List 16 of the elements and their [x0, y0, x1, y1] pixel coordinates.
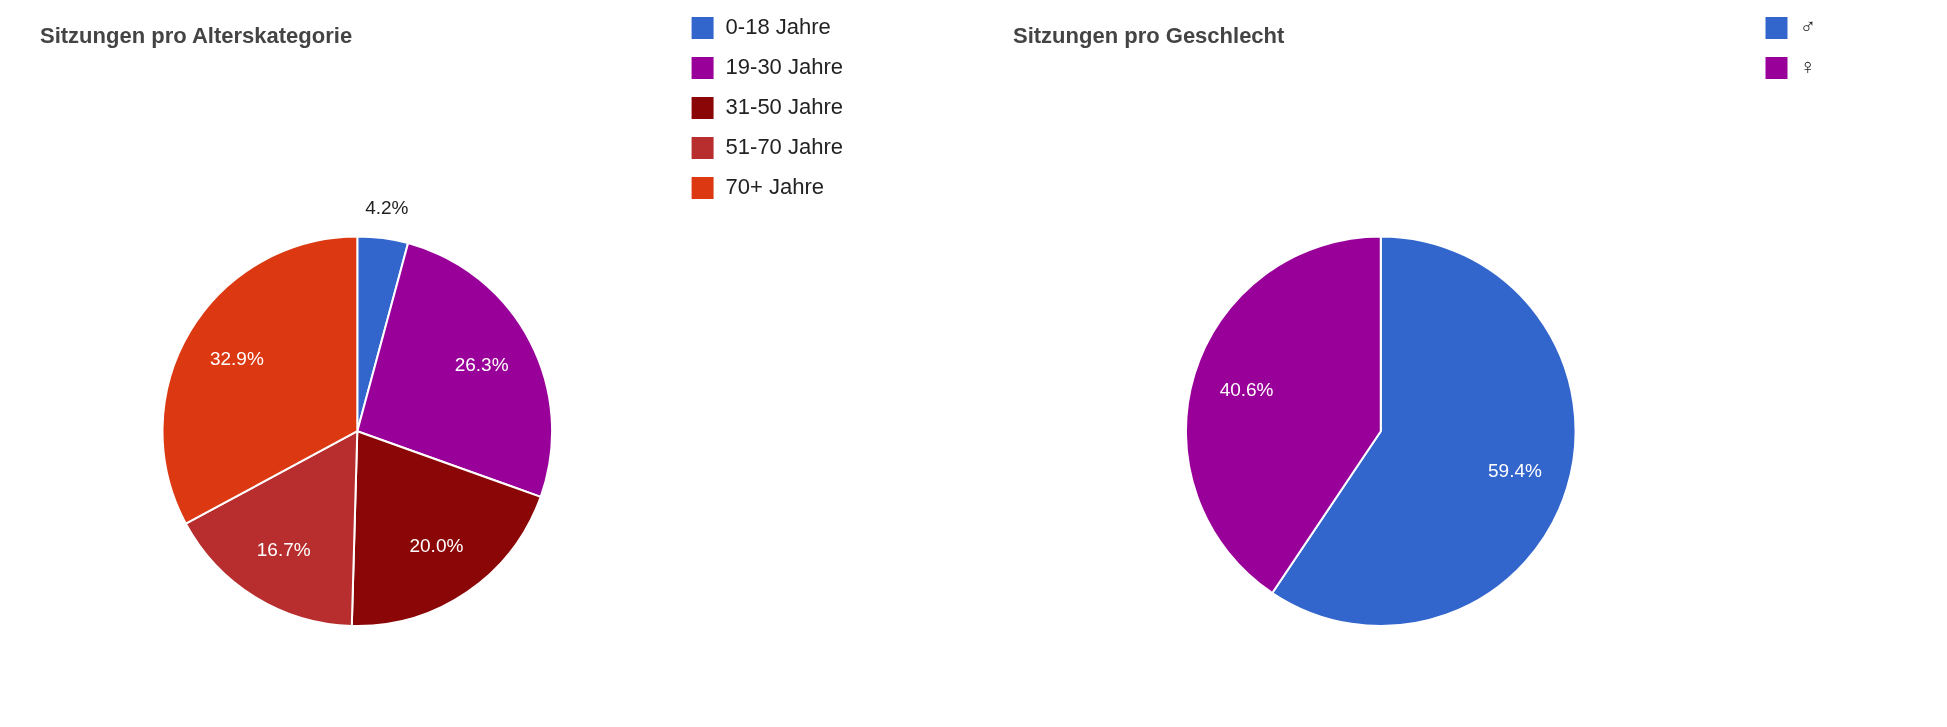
data-label: 26.3% — [454, 354, 509, 376]
chart-title: Sitzungen pro Geschlecht — [1013, 23, 1286, 49]
legend-label: ♂ — [1799, 14, 1816, 40]
legend-label: ♀ — [1799, 54, 1816, 80]
legend-label: 51-70 Jahre — [725, 134, 844, 160]
legend-label: 31-50 Jahre — [725, 94, 844, 120]
data-label: 16.7% — [256, 538, 311, 560]
data-label: 40.6% — [1219, 378, 1274, 400]
data-label: 32.9% — [209, 347, 264, 369]
legend-label: 70+ Jahre — [725, 174, 825, 200]
data-label: 59.4% — [1488, 460, 1542, 482]
chart-title: Sitzungen pro Alterskategorie — [40, 23, 353, 49]
data-label: 20.0% — [409, 535, 464, 557]
legend-label: 19-30 Jahre — [725, 54, 844, 80]
data-label: 4.2% — [365, 196, 409, 218]
legend-label: 0-18 Jahre — [725, 14, 831, 40]
